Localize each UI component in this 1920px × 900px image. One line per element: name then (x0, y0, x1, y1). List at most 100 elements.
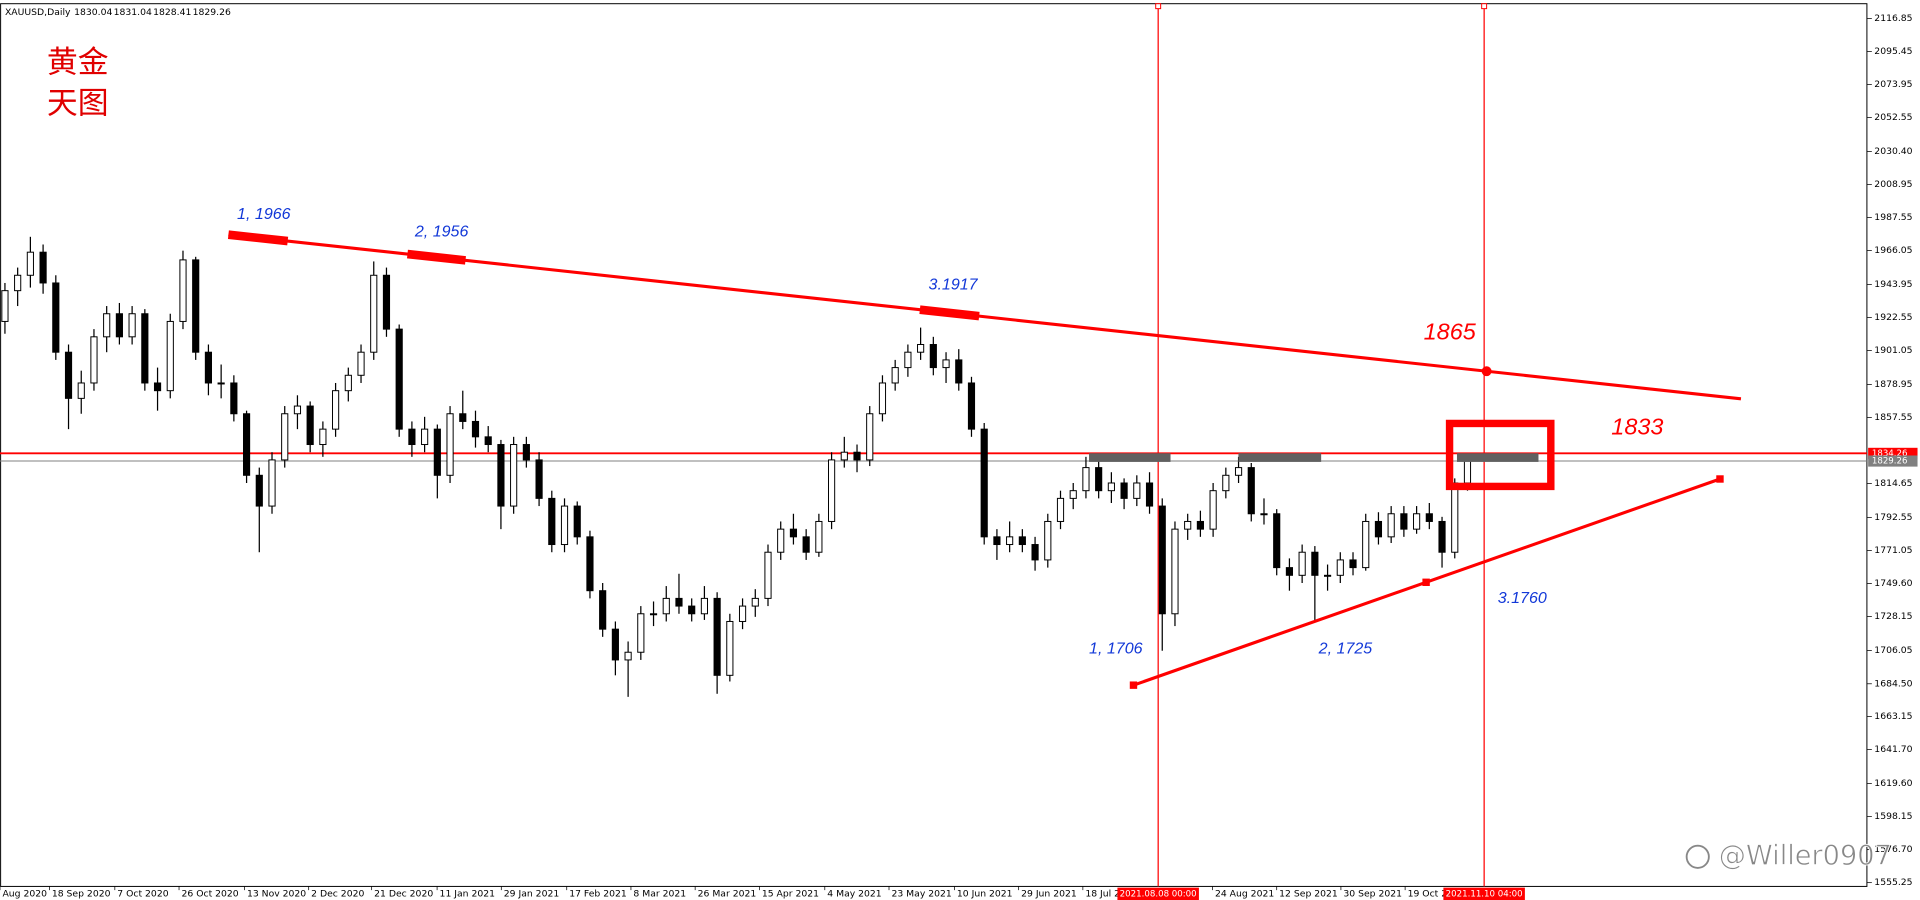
y-tick-label: 1706.05 (1874, 645, 1912, 656)
candle-body (649, 613, 658, 616)
y-tick-label: 1943.95 (1874, 279, 1912, 290)
candle-body (1463, 460, 1472, 484)
candle-body (510, 444, 518, 507)
candle-body (726, 620, 734, 676)
price-label: 1829.26 (1872, 457, 1908, 467)
x-tick-label: 26 Oct 2020 (182, 888, 239, 899)
anchor-point (1422, 578, 1430, 586)
candle-body (1311, 551, 1319, 576)
resistance-bar (1456, 453, 1539, 462)
candle-body (204, 351, 213, 384)
highlight-box (1445, 419, 1555, 491)
x-tick-label: 29 Jun 2021 (1021, 888, 1077, 899)
candle-body (535, 459, 543, 499)
y-tick-label: 1728.15 (1874, 611, 1912, 622)
candle-body (764, 551, 772, 599)
candle-body (878, 382, 887, 415)
candle-body (39, 251, 47, 284)
candle-body (522, 444, 530, 461)
x-tick-label: 8 Mar 2021 (633, 888, 686, 899)
marker-handle (1155, 3, 1162, 10)
candle-body (64, 351, 73, 399)
candle-body (777, 528, 785, 553)
candle-body (421, 428, 429, 446)
candle-body (179, 259, 187, 322)
annotation: 2, 1956 (414, 222, 469, 240)
y-tick-label: 1987.55 (1874, 212, 1912, 223)
y-tick-label: 1641.70 (1874, 744, 1912, 755)
candle-body (751, 597, 759, 607)
annotation: 1, 1966 (237, 205, 291, 223)
x-tick-label: 24 Aug 2021 (1215, 888, 1274, 899)
candle-body (471, 420, 480, 438)
price-label-box (1868, 455, 1918, 467)
candle-body (688, 605, 696, 615)
candle-body (1095, 467, 1103, 492)
candle-body (955, 359, 963, 384)
x-tick-label: 21 Dec 2020 (374, 888, 433, 899)
annotation: 2, 1725 (1318, 640, 1373, 658)
candle-body (662, 597, 670, 615)
candle-body (382, 274, 391, 330)
candle-body (611, 628, 619, 661)
candle-body (459, 413, 467, 422)
y-tick-label: 1922.55 (1874, 312, 1912, 323)
y-tick-label: 2116.85 (1874, 13, 1912, 24)
candle-body (268, 459, 276, 507)
marker-label-box (1117, 887, 1199, 900)
x-tick-label: 11 Jan 2021 (440, 888, 496, 899)
annotation: 1833 (1611, 414, 1663, 440)
candle-body (103, 313, 111, 338)
marker-label: 2021.08.08 00:00 (1120, 889, 1197, 899)
x-tick-label: 13 Nov 2020 (247, 888, 306, 899)
candle-body (993, 536, 1001, 546)
candle-body (52, 282, 60, 353)
plot-border (0, 3, 1868, 887)
candle-body (967, 382, 976, 430)
touch-highlight (406, 249, 466, 265)
candle-body (853, 451, 861, 461)
x-tick-label: 29 Jan 2021 (504, 888, 560, 899)
candle-body (1374, 520, 1383, 538)
candle-body (408, 428, 416, 446)
candle-body (319, 428, 327, 446)
x-tick-label: 18 Jul 2 (1085, 888, 1120, 899)
candle-body (573, 505, 581, 538)
candle-body (866, 413, 874, 461)
x-tick-label: 7 Oct 2020 (117, 888, 168, 899)
candle-body (1438, 520, 1446, 553)
watermark: @Willer0907 (1719, 840, 1892, 871)
x-tick-label: 23 May 2021 (891, 888, 951, 899)
candle-body (217, 382, 225, 385)
candle-body (1107, 482, 1115, 492)
candle-body (586, 536, 594, 592)
candle-body (26, 251, 34, 276)
candle-body (929, 344, 937, 369)
y-tick-label: 1857.55 (1874, 412, 1912, 423)
candle-body (560, 505, 569, 546)
candle-body (153, 382, 162, 392)
touch-highlight (227, 230, 289, 246)
candle-body (90, 336, 98, 384)
candle-body (192, 259, 200, 353)
price-label: 1834.26 (1872, 449, 1908, 459)
candle-body (548, 497, 556, 546)
candle-body (306, 405, 314, 446)
candle-body (1234, 467, 1243, 476)
candle-body (242, 413, 251, 476)
y-tick-label: 1901.05 (1874, 345, 1912, 356)
candle-body (255, 474, 263, 507)
marker-handle (1481, 3, 1488, 10)
x-tick-label: 26 Mar 2021 (698, 888, 757, 899)
candle-body (828, 459, 836, 522)
candle-body (115, 313, 123, 338)
candle-body (1196, 520, 1204, 530)
candle-body (1082, 467, 1090, 492)
candle-body (1273, 513, 1281, 569)
marker-label-box (1443, 887, 1525, 900)
candle-body (980, 428, 988, 538)
candle-body (1018, 536, 1026, 546)
y-tick-label: 2030.40 (1874, 146, 1912, 157)
candle-body (904, 351, 912, 369)
